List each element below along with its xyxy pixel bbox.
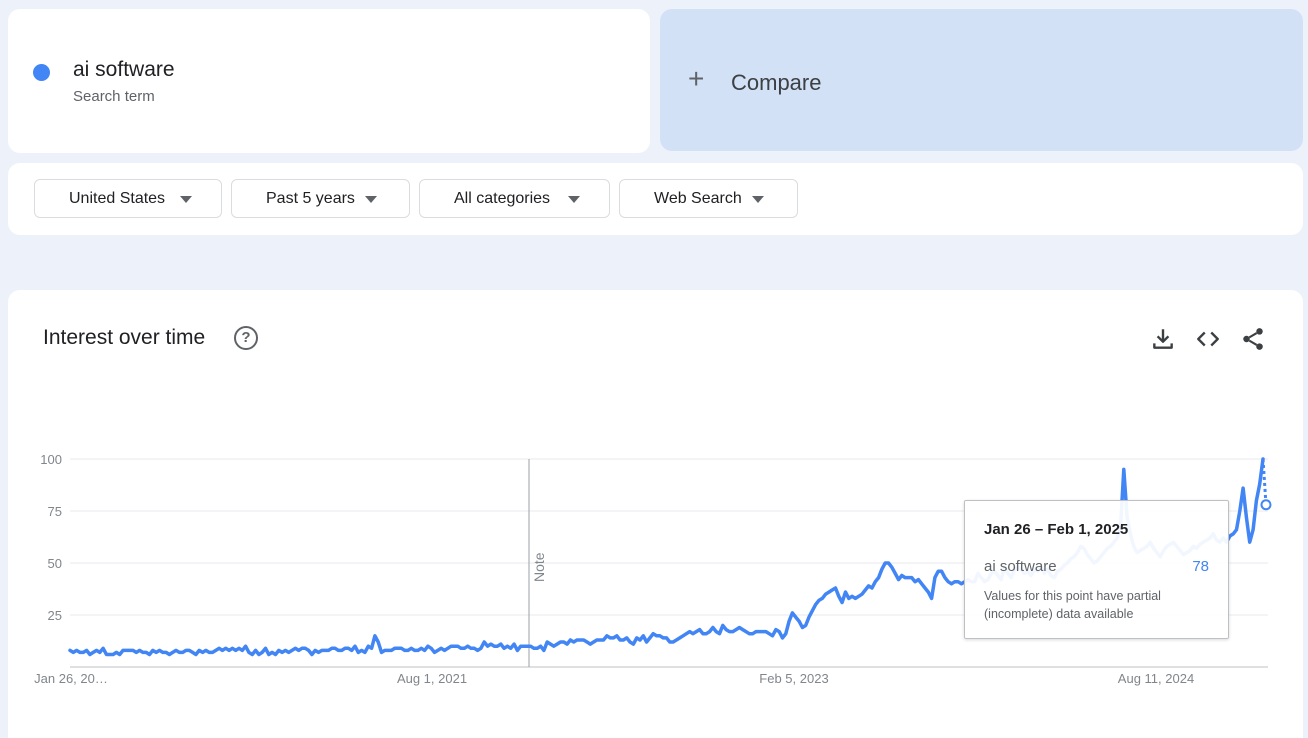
chevron-down-icon	[752, 196, 764, 203]
y-tick-label: 100	[40, 452, 62, 467]
y-tick-label: 50	[48, 556, 62, 571]
tooltip-date: Jan 26 – Feb 1, 2025	[984, 521, 1129, 538]
x-tick-label: Aug 11, 2024	[1118, 671, 1194, 686]
x-tick-label: Aug 1, 2021	[397, 671, 467, 686]
tooltip-note: Values for this point have partial (inco…	[984, 589, 1161, 621]
category-filter[interactable]: All categories	[419, 179, 610, 218]
chevron-down-icon	[568, 196, 580, 203]
tooltip-term: ai software	[984, 558, 1057, 575]
term-color-dot	[33, 64, 50, 81]
download-icon[interactable]	[1150, 326, 1176, 352]
chevron-down-icon	[180, 196, 192, 203]
hover-data-point[interactable]	[1260, 499, 1272, 511]
embed-icon[interactable]	[1195, 326, 1221, 352]
region-filter-label: United States	[69, 189, 166, 207]
y-tick-label: 25	[48, 608, 62, 623]
note-label[interactable]: Note	[531, 552, 547, 582]
x-tick-label: Jan 26, 20…	[34, 671, 108, 686]
tooltip-value: 78	[1192, 558, 1209, 575]
search-term-subtitle: Search term	[73, 88, 155, 105]
plus-icon: +	[688, 63, 705, 94]
region-filter[interactable]: United States	[34, 179, 222, 218]
category-filter-label: All categories	[454, 189, 551, 207]
compare-label: Compare	[731, 70, 822, 95]
chevron-down-icon	[365, 196, 377, 203]
compare-button[interactable]: + Compare	[660, 9, 1303, 151]
time-range-filter[interactable]: Past 5 years	[231, 179, 410, 218]
search-term-name[interactable]: ai software	[73, 58, 175, 81]
chart-title: Interest over time	[43, 326, 206, 349]
search-type-filter-label: Web Search	[654, 189, 742, 207]
time-range-filter-label: Past 5 years	[266, 189, 355, 207]
share-icon[interactable]	[1240, 326, 1266, 352]
help-icon[interactable]: ?	[234, 326, 258, 350]
data-tooltip: Jan 26 – Feb 1, 2025 ai software 78 Valu…	[964, 500, 1229, 639]
search-term-card[interactable]: ai software Search term	[8, 9, 650, 153]
y-tick-label: 75	[48, 504, 62, 519]
x-tick-label: Feb 5, 2023	[759, 671, 828, 686]
search-type-filter[interactable]: Web Search	[619, 179, 798, 218]
partial-data-segment	[1261, 458, 1268, 505]
filter-bar: United States Past 5 years All categorie…	[8, 163, 1303, 235]
